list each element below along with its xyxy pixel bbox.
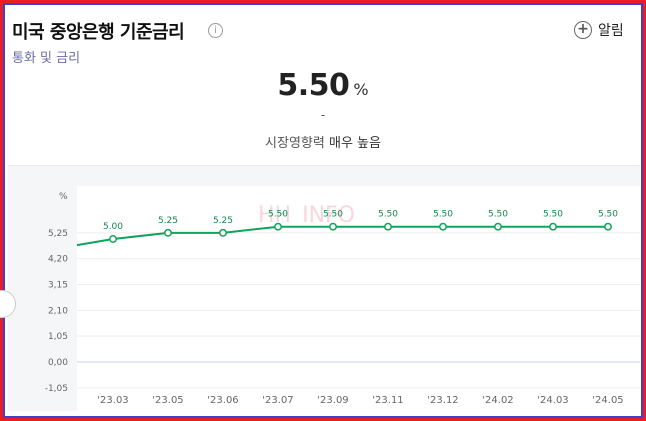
data-label: 5.50 — [323, 210, 343, 220]
data-point — [109, 235, 117, 243]
data-label: 5.50 — [433, 210, 453, 220]
alert-button[interactable]: + 알림 — [574, 20, 624, 40]
rate-value-row: 5.50% — [0, 68, 646, 103]
x-tick-label: '24.03 — [537, 395, 568, 406]
page-title: 미국 중앙은행 기준금리 — [12, 22, 185, 43]
watermark-text: HH_INFO — [258, 203, 355, 228]
data-point — [439, 222, 447, 231]
y-tick-label: 2,10 — [48, 306, 68, 316]
data-point — [219, 228, 227, 237]
data-point — [329, 222, 337, 231]
data-label: 5.25 — [213, 216, 233, 226]
x-tick-label: '23.06 — [207, 395, 238, 406]
data-label: 5.00 — [103, 222, 123, 232]
data-point — [274, 222, 282, 231]
data-label: 5.25 — [158, 216, 178, 226]
data-point — [384, 222, 392, 231]
chart-panel — [77, 186, 640, 411]
rate-unit: % — [353, 80, 369, 99]
data-label: 5.50 — [268, 210, 288, 220]
x-tick-label: '24.05 — [592, 395, 623, 406]
data-point — [164, 228, 172, 237]
data-point — [549, 222, 557, 231]
x-tick-label: '23.05 — [152, 395, 183, 406]
data-point — [494, 222, 502, 231]
y-tick-label: 1,05 — [48, 332, 68, 342]
data-label: 5.50 — [543, 210, 563, 220]
info-icon[interactable]: i — [208, 23, 223, 38]
x-tick-label: '23.09 — [317, 395, 348, 406]
category-subtitle[interactable]: 통화 및 금리 — [12, 51, 81, 66]
y-tick-label: -1,05 — [45, 384, 68, 394]
data-label: 5.50 — [378, 210, 398, 220]
y-tick-label: 0,00 — [48, 358, 68, 368]
divider — [8, 165, 640, 166]
x-tick-label: '24.02 — [482, 395, 513, 406]
x-tick-label: '23.03 — [97, 395, 128, 406]
y-tick-label: 3,15 — [48, 281, 68, 291]
x-tick-label: '23.12 — [427, 395, 458, 406]
market-impact: 시장영향력 매우 높음 — [0, 132, 646, 151]
x-tick-label: '23.07 — [262, 395, 293, 406]
data-point — [604, 222, 612, 231]
plus-circle-icon: + — [574, 21, 592, 39]
series-line — [76, 225, 608, 247]
alert-label: 알림 — [598, 23, 624, 39]
y-tick-label: 5,25 — [48, 229, 68, 239]
impact-prefix: 시장영향력 — [265, 136, 325, 151]
inner-frame — [3, 3, 643, 418]
impact-level: 매우 높음 — [328, 136, 381, 151]
data-label: 5.50 — [488, 210, 508, 220]
rate-change: - — [320, 108, 326, 122]
data-label: 5.50 — [598, 210, 618, 220]
x-tick-label: '23.11 — [372, 395, 403, 406]
y-tick-label: 4,20 — [48, 255, 68, 265]
rate-value: 5.50 — [277, 68, 350, 103]
y-axis-unit-label: % — [59, 192, 68, 202]
